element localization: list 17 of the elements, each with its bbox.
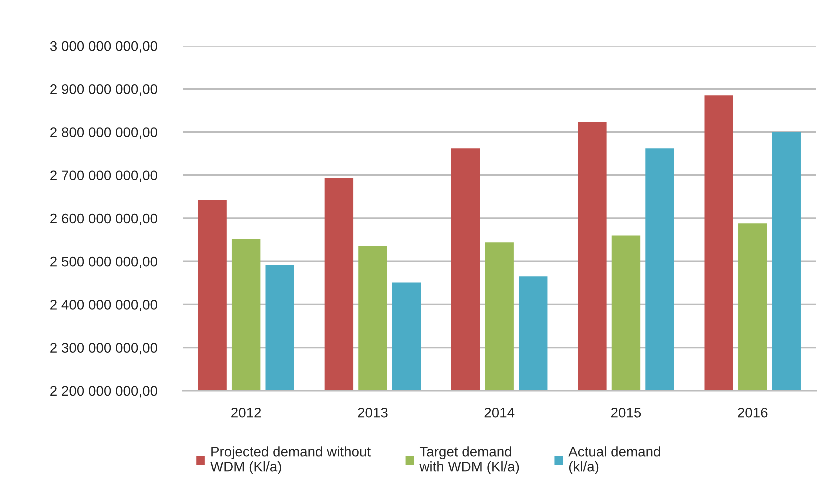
legend-label: Projected demand without WDM (Kl/a): [210, 446, 371, 474]
legend-label: Target demand with WDM (Kl/a): [420, 446, 520, 474]
legend-label: Actual demand (kl/a): [568, 446, 660, 474]
y-tick-label: 2 500 000 000,00: [50, 256, 158, 268]
y-tick-label: 2 400 000 000,00: [50, 300, 158, 312]
y-tick-label: 2 200 000 000,00: [50, 386, 158, 398]
x-tick-label: 2014: [484, 408, 515, 418]
x-tick-label: 2016: [738, 408, 768, 418]
y-tick-label: 2 700 000 000,00: [50, 170, 158, 182]
y-tick-label: 2 800 000 000,00: [50, 128, 158, 140]
y-tick-label: 2 600 000 000,00: [50, 214, 158, 226]
x-tick-label: 2013: [358, 408, 388, 418]
y-tick-label: 2 300 000 000,00: [50, 343, 158, 355]
x-tick-label: 2012: [232, 408, 262, 418]
y-tick-label: 3 000 000 000,00: [50, 41, 158, 53]
x-tick-label: 2015: [611, 408, 642, 418]
y-tick-label: 2 900 000 000,00: [50, 84, 158, 96]
